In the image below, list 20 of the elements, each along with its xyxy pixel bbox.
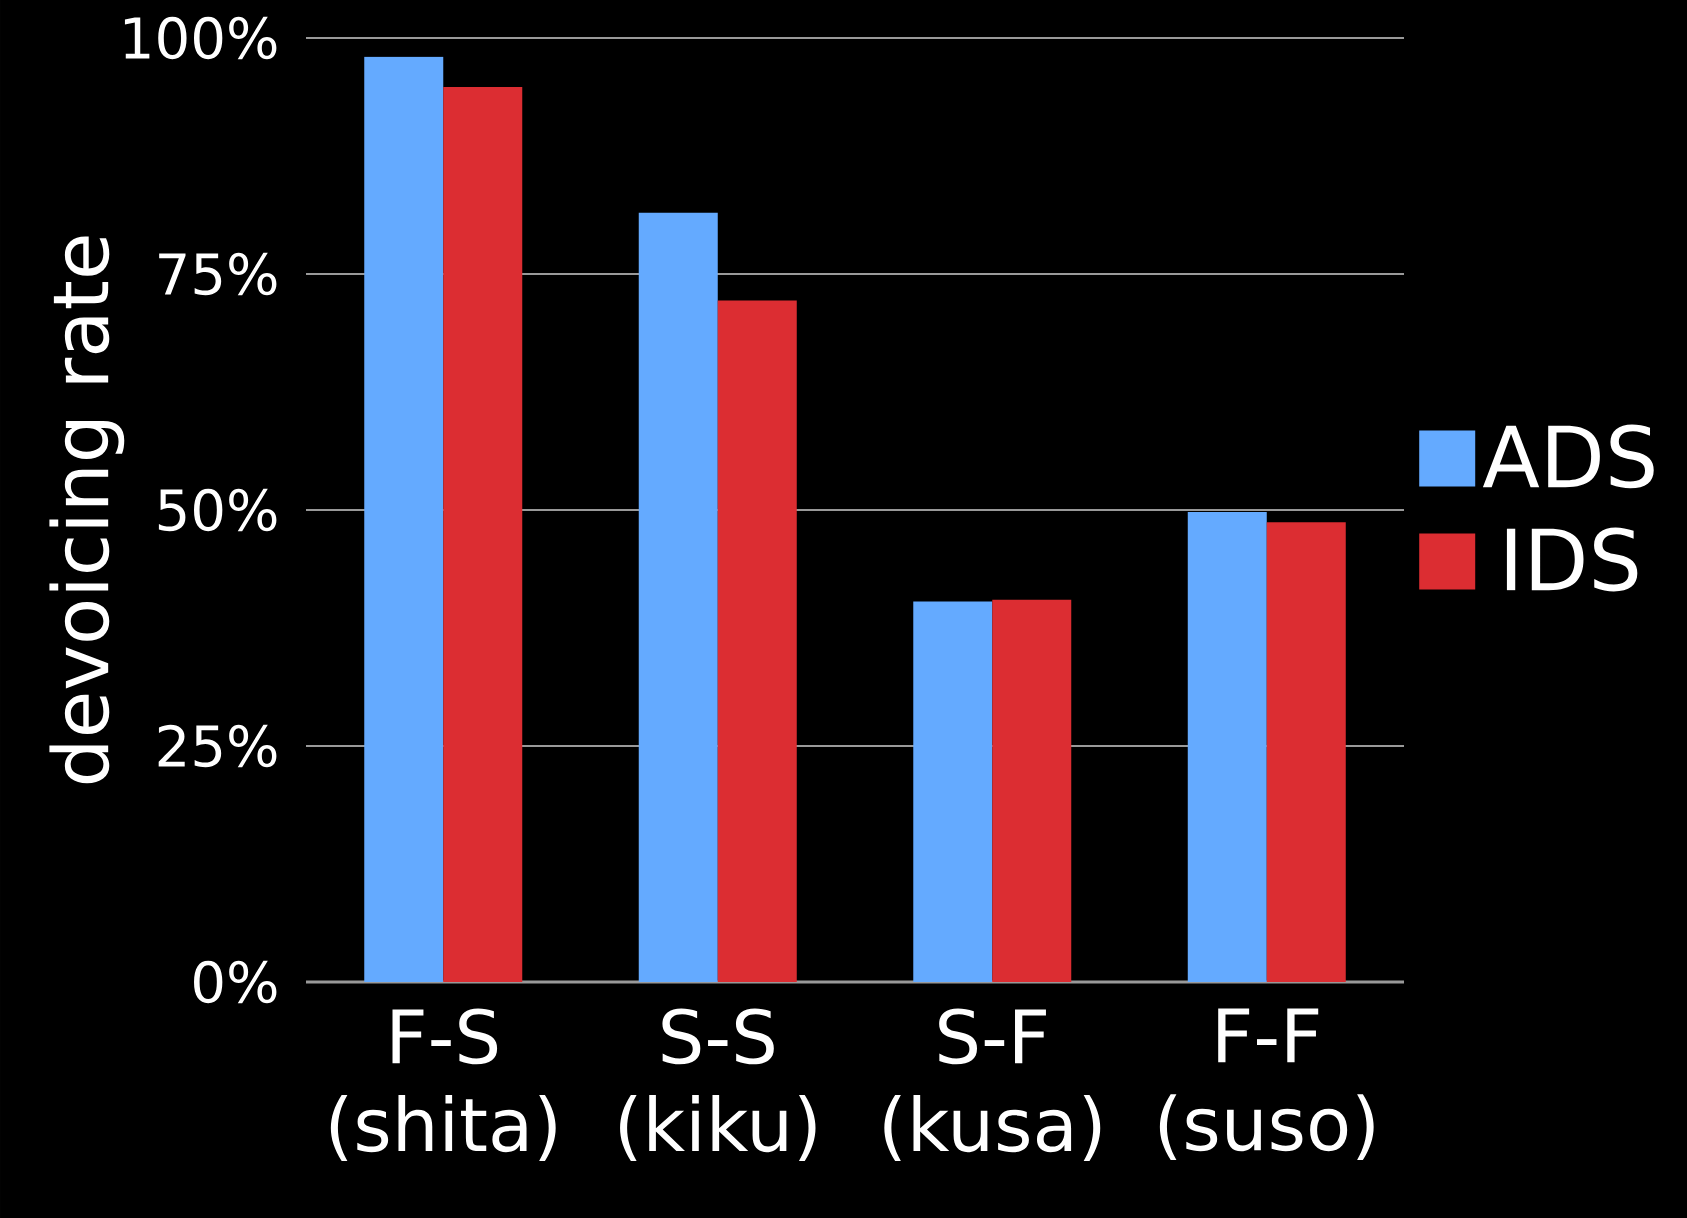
y-tick-label: 100% [124,16,277,60]
x-tick-label: F-F (suso) [1159,1008,1374,1160]
bar [638,212,718,982]
bar [443,87,523,982]
bar [364,56,444,982]
y-tick-label: 75% [159,252,277,296]
y-tick-label: 50% [158,488,277,532]
x-tick-label: S-F (kusa) [884,1008,1101,1161]
bar [992,599,1072,982]
legend-label: ADS [1482,424,1654,489]
legend-label: IDS [1506,527,1638,592]
x-tick-label: F-S (shita) [330,1008,556,1161]
x-tick-label: S-S (kiku) [620,1008,816,1161]
bar [1266,522,1346,982]
bar [1187,511,1267,982]
bar [913,601,993,982]
y-tick-label: 0% [194,960,277,1004]
y-axis-title: devoicing rate [49,236,125,784]
y-tick-label: 25% [158,724,277,768]
bar [717,300,797,982]
